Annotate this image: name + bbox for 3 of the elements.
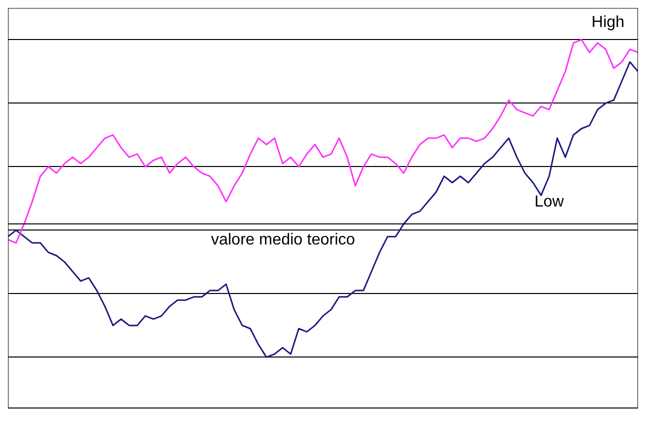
ref-line-label: valore medio teorico bbox=[210, 231, 356, 248]
series-label: High bbox=[592, 14, 624, 31]
series-label: Low bbox=[534, 194, 564, 211]
